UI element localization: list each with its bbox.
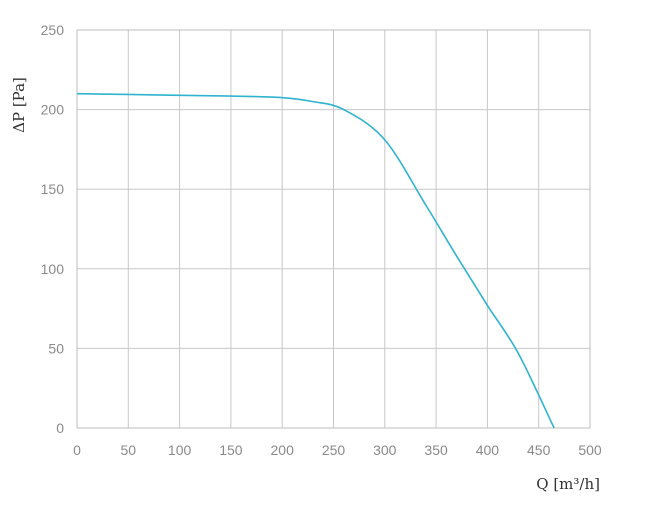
x-tick-label-8: 400 <box>476 442 500 458</box>
y-tick-label-2: 100 <box>41 261 65 277</box>
y-tick-label-4: 200 <box>41 102 65 118</box>
y-axis-label: ΔP [Pa] <box>10 77 28 133</box>
x-tick-label-9: 450 <box>527 442 551 458</box>
x-tick-label-1: 50 <box>121 442 137 458</box>
x-tick-label-2: 100 <box>168 442 192 458</box>
y-tick-label-3: 150 <box>41 181 65 197</box>
y-tick-label-5: 250 <box>41 22 65 38</box>
x-tick-labels: 0 50 100 150 200 250 300 350 400 450 500 <box>73 442 602 458</box>
x-tick-label-6: 300 <box>373 442 397 458</box>
series-line-0 <box>76 92 555 429</box>
grid-lines <box>76 29 591 429</box>
y-tick-label-1: 50 <box>48 340 64 356</box>
y-tick-label-0: 0 <box>56 420 64 436</box>
x-tick-label-4: 200 <box>271 442 295 458</box>
x-tick-label-3: 150 <box>219 442 243 458</box>
x-axis-label: Q [m³/h] <box>536 475 600 493</box>
series-group <box>76 92 555 429</box>
x-tick-label-5: 250 <box>322 442 346 458</box>
x-tick-label-10: 500 <box>578 442 602 458</box>
x-tick-label-7: 350 <box>424 442 448 458</box>
x-tick-label-0: 0 <box>73 442 81 458</box>
y-tick-labels: 0 50 100 150 200 250 <box>41 22 65 436</box>
plot-frame <box>76 29 591 429</box>
